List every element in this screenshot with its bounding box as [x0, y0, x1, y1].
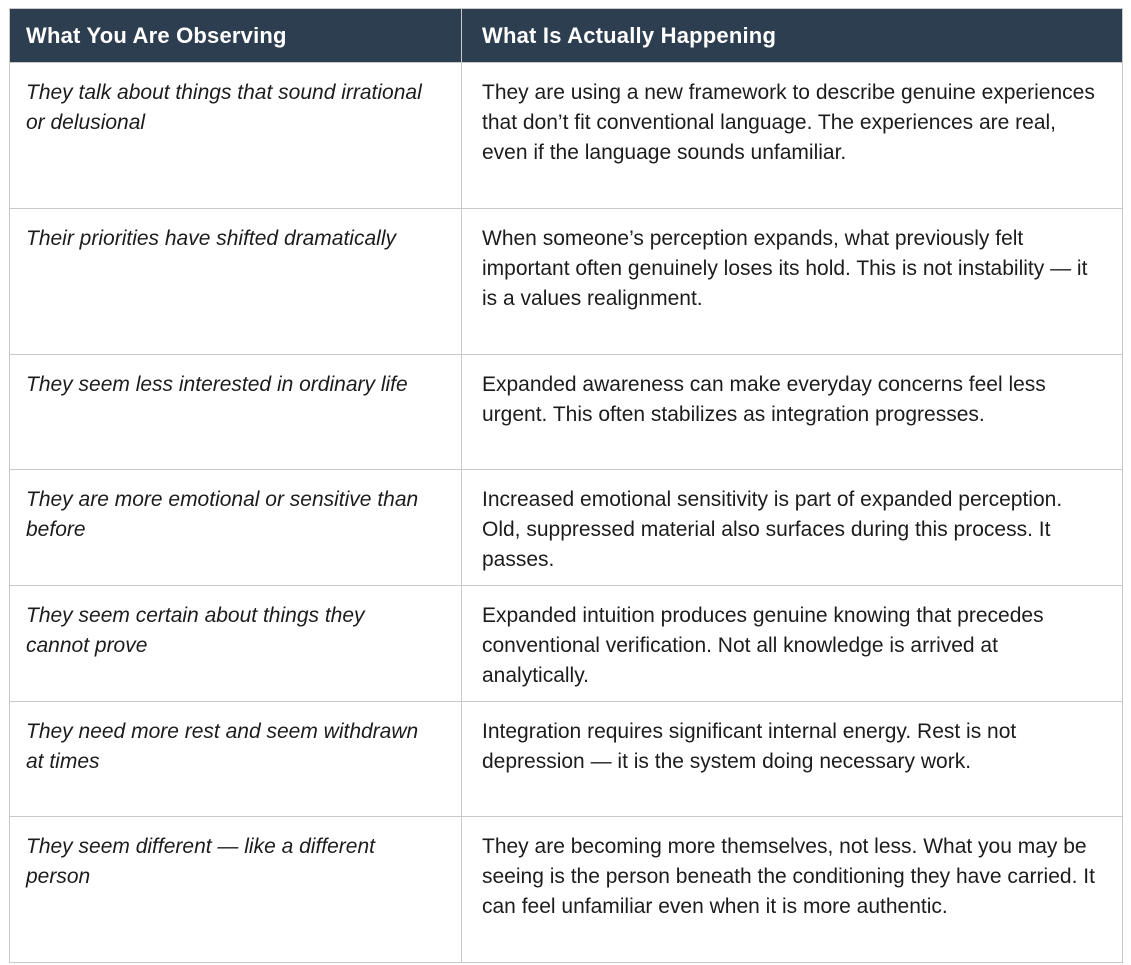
happening-cell: Increased emotional sensitivity is part …	[461, 469, 1123, 586]
observing-cell: They seem less interested in ordinary li…	[9, 354, 462, 470]
header-row: What You Are Observing What Is Actually …	[9, 8, 1123, 63]
happening-cell: Integration requires significant interna…	[461, 701, 1123, 817]
table-row: Their priorities have shifted dramatical…	[9, 208, 1123, 355]
happening-cell: They are using a new framework to descri…	[461, 62, 1123, 209]
table-row: They are more emotional or sensitive tha…	[9, 469, 1123, 586]
column-header-what-you-are-observing: What You Are Observing	[9, 8, 462, 63]
observing-cell: They need more rest and seem withdrawn a…	[9, 701, 462, 817]
table-row: They seem less interested in ordinary li…	[9, 354, 1123, 470]
happening-cell: Expanded awareness can make everyday con…	[461, 354, 1123, 470]
happening-cell: When someone’s perception expands, what …	[461, 208, 1123, 355]
happening-cell: Expanded intuition produces genuine know…	[461, 585, 1123, 702]
observing-cell: They seem certain about things they cann…	[9, 585, 462, 702]
observing-cell: They are more emotional or sensitive tha…	[9, 469, 462, 586]
table-row: They seem different — like a different p…	[9, 816, 1123, 963]
table-row: They seem certain about things they cann…	[9, 585, 1123, 702]
table-header: What You Are Observing What Is Actually …	[9, 8, 1123, 63]
table-row: They need more rest and seem withdrawn a…	[9, 701, 1123, 817]
observation-explanation-table: What You Are Observing What Is Actually …	[9, 8, 1123, 963]
observing-cell: They talk about things that sound irrati…	[9, 62, 462, 209]
table-body: They talk about things that sound irrati…	[9, 62, 1123, 963]
happening-cell: They are becoming more themselves, not l…	[461, 816, 1123, 963]
observing-cell: Their priorities have shifted dramatical…	[9, 208, 462, 355]
observing-cell: They seem different — like a different p…	[9, 816, 462, 963]
table-row: They talk about things that sound irrati…	[9, 62, 1123, 209]
column-header-what-is-actually-happening: What Is Actually Happening	[461, 8, 1123, 63]
